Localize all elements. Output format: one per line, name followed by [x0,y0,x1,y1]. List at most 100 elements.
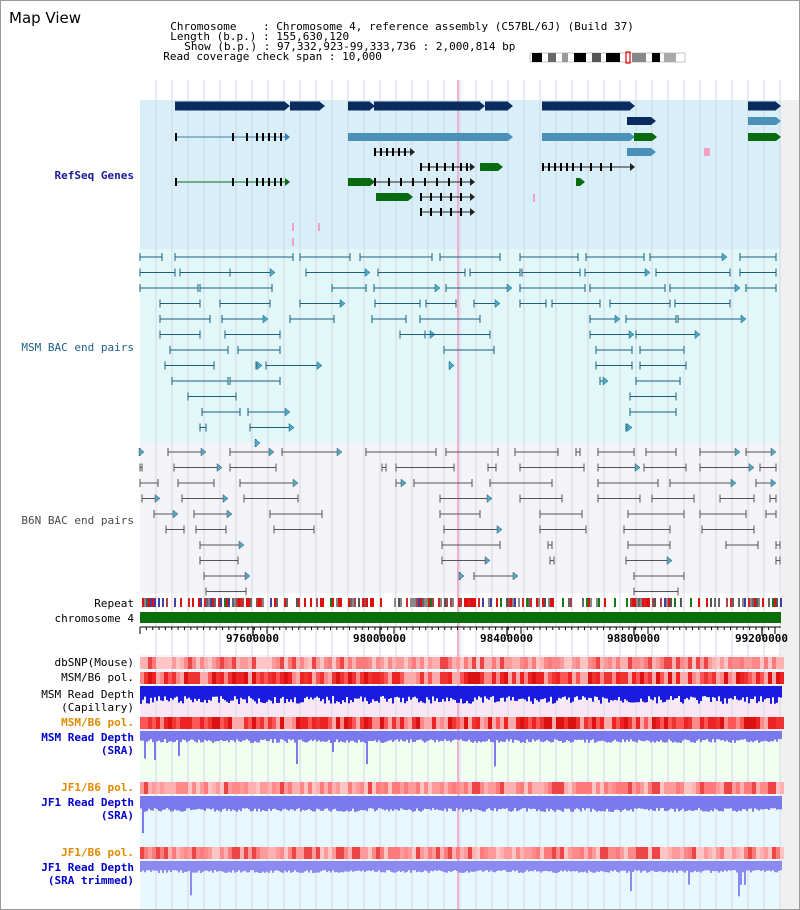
msm-depth-sra-bar [258,731,260,743]
dbsnp-heat-cell [600,657,604,669]
track-label-dbsnp[interactable]: dbSNP(Mouse) [54,656,134,669]
msm-b6-pol2-heat-cell [492,717,496,729]
msm-depth-sra-bar [444,731,446,740]
msm-b6-pol2-heat-cell [312,717,316,729]
track-label-msm-bac[interactable]: MSM BAC end pairs [21,341,134,354]
jf1-depth-trimmed-bar [568,861,570,871]
msm-bac-pairs[interactable] [139,252,777,448]
track-label-b6n-bac[interactable]: B6N BAC end pairs [21,514,134,527]
jf1-b6-pol-heat-cell [332,782,336,794]
jf1-b6-pol-heat-cell [568,782,572,794]
dbsnp-heat-cell [284,657,288,669]
msm-depth-sra-bar [312,731,314,742]
msm-depth-sra-bar [410,731,412,740]
track-label-refseq-genes[interactable]: RefSeq Genes [54,169,134,182]
msm-b6-pol-heat-cell [348,672,352,684]
jf1-depth-trimmed-bar [144,861,146,873]
jf1-b6-pol2-heat-cell [624,847,628,859]
msm-depth-capillary-bar [484,686,486,697]
refseq-genes[interactable] [175,101,781,247]
jf1-depth-trimmed-bar [488,861,490,872]
track-label-jf1-b6-pol-2[interactable]: JF1/B6 pol. [61,846,134,859]
ideogram-position-marker [625,51,631,64]
jf1-b6-pol-heat-cell [500,782,504,794]
msm-b6-pol-heat-cell [540,672,544,684]
jf1-depth-trimmed-bar [274,861,276,871]
jf1-b6-pol2-heat-cell [780,847,784,859]
jf1-depth-trimmed-bar [232,861,234,871]
dbsnp-heat-cell [544,657,548,669]
msm-b6-pol2-heat-cell [232,717,236,729]
jf1-b6-pol-heat-cell [148,782,152,794]
msm-b6-pol-heat-cell [196,672,200,684]
msm-b6-pol2-heat-cell [600,717,604,729]
jf1-b6-pol2-heat-cell [332,847,336,859]
track-label-jf1-depth-trimmed[interactable]: JF1 Read Depth (SRA trimmed) [41,861,134,887]
jf1-depth-trimmed-bar [758,861,760,871]
msm-depth-capillary-bar [534,686,536,699]
jf1-depth-trimmed-bar [750,861,752,873]
track-label-jf1-b6-pol[interactable]: JF1/B6 pol. [61,781,134,794]
jf1-depth-sra-bar [258,796,260,809]
dbsnp-heat-cell [184,657,188,669]
track-label-msm-b6-pol-2[interactable]: MSM/B6 pol. [61,716,134,729]
track-label-chromosome[interactable]: chromosome 4 [54,612,134,625]
msm-b6-pol-heat-cell [456,672,460,684]
repeat-mark [548,598,550,607]
jf1-b6-pol2-heat-cell [608,847,612,859]
b6n-bac-pair [458,571,465,581]
msm-depth-sra-bar [634,731,636,742]
track-label-msm-depth-capillary[interactable]: MSM Read Depth (Capillary) [41,688,134,714]
jf1-b6-pol2-heat-cell [736,847,740,859]
msm-depth-sra-bar [760,731,762,742]
jf1-depth-sra-bar [346,796,348,811]
jf1-depth-trimmed-bar [338,861,340,873]
msm-depth-sra-bar [550,731,552,743]
jf1-b6-pol2-heat-cell [500,847,504,859]
jf1-depth-trimmed-bar [300,861,302,873]
jf1-depth-sra-bar [532,796,534,809]
track-label-msm-depth-sra[interactable]: MSM Read Depth (SRA) [41,731,134,757]
gene-arrow [285,102,290,110]
b6n-bac-pairs[interactable] [138,447,781,596]
b6n-bac-pair [669,478,737,488]
msm-b6-pol2-heat-cell [580,717,584,729]
dbsnp-heat-cell [720,657,724,669]
msm-depth-sra-bar [426,731,428,742]
jf1-depth-trimmed-bar [576,861,578,871]
jf1-b6-pol-heat-cell [364,782,368,794]
jf1-b6-pol2-heat-cell [564,847,568,859]
msm-depth-capillary-bar [276,686,278,703]
repeat-mark [660,598,662,607]
msm-b6-pol2-heat-cell [288,717,292,729]
jf1-depth-trimmed-bar [720,861,722,872]
jf1-depth-sra-bar [618,796,620,811]
msm-depth-capillary-bar [378,686,380,703]
track-label-msm-b6-pol[interactable]: MSM/B6 pol. [61,671,134,684]
jf1-depth-trimmed-bar [446,861,448,873]
pair-arrow [262,314,269,324]
jf1-depth-sra-bar [720,796,722,812]
jf1-b6-pol-heat-cell [164,782,168,794]
jf1-b6-pol-heat-cell [528,782,532,794]
msm-depth-capillary-bar [200,686,202,703]
jf1-depth-trimmed-bar [366,861,368,871]
jf1-depth-trimmed-bar [562,861,564,872]
repeat-mark [666,598,668,607]
msm-depth-capillary-bar [448,686,450,702]
msm-b6-pol-heat-cell [744,672,748,684]
msm-b6-pol-heat-cell [588,672,592,684]
chromosome-ideogram[interactable] [529,51,686,64]
track-label-repeat[interactable]: Repeat [94,597,134,610]
track-label-jf1-depth-sra[interactable]: JF1 Read Depth (SRA) [41,796,134,822]
jf1-depth-sra-bar [404,796,406,811]
jf1-depth-trimmed-bar [554,861,556,873]
msm-b6-pol2-heat-cell [264,717,268,729]
jf1-depth-trimmed-bar [234,861,236,873]
msm-depth-sra-bar [200,731,202,743]
msm-b6-pol-heat-cell [572,672,576,684]
jf1-depth-sra-bar [212,796,214,809]
jf1-b6-pol-heat-cell [284,782,288,794]
scroll-track[interactable] [781,100,799,909]
